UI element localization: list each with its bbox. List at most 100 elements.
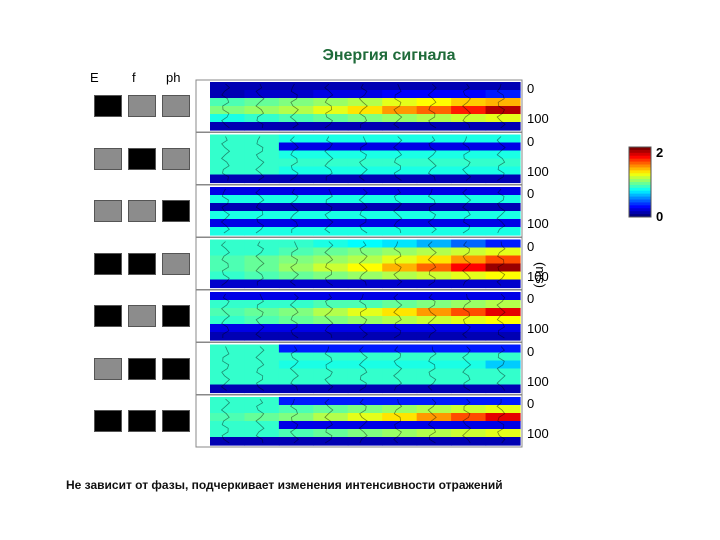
heatmap-cell: [313, 195, 349, 204]
heatmap-cell: [382, 187, 418, 196]
heatmap-cell: [485, 279, 521, 289]
heatmap-cell: [382, 122, 418, 131]
heatmap-cell: [244, 292, 280, 301]
heatmap-cell: [485, 405, 521, 414]
heatmap-cell: [347, 82, 383, 91]
heatmap-cell: [347, 255, 383, 265]
seismic-trace: [427, 188, 437, 234]
heatmap-cell: [313, 134, 349, 144]
y-tick-label-5-0: 0: [527, 291, 535, 306]
heatmap-cell: [485, 203, 521, 212]
heatmap-cell: [313, 332, 349, 341]
heatmap-cell: [416, 158, 452, 168]
heatmap-cell: [313, 247, 349, 257]
heatmap-cell: [382, 195, 418, 204]
heatmap-cell: [347, 98, 383, 107]
heatmap-cell: [451, 247, 487, 257]
seismic-trace: [324, 293, 334, 339]
heatmap-cell: [382, 82, 418, 91]
heatmap-cell: [485, 316, 521, 325]
heatmap-cell: [278, 98, 314, 107]
attribute-square-6-ph: [162, 357, 190, 380]
heatmap-cell: [244, 405, 280, 414]
heatmap-cell: [451, 352, 487, 362]
heatmap-cell: [485, 227, 521, 236]
heatmap-cell: [244, 263, 280, 273]
heatmap-cell: [382, 271, 418, 281]
heatmap-cell: [451, 174, 487, 184]
y-tick-label-2-100: 100: [527, 163, 549, 179]
heatmap-cell: [313, 174, 349, 184]
heatmap-cell: [416, 239, 452, 249]
seismic-trace: [358, 241, 368, 286]
seismic-trace: [220, 241, 231, 286]
heatmap-cell: [416, 142, 452, 152]
heatmap-cell: [210, 166, 246, 176]
heatmap-cell: [313, 150, 349, 160]
heatmap-cell: [382, 255, 418, 265]
heatmap-cell: [451, 292, 487, 301]
heatmap-cell: [485, 352, 521, 362]
attribute-square-7-ph: [162, 410, 190, 432]
seismic-trace: [289, 83, 299, 129]
seismic-trace: [289, 293, 299, 339]
attribute-square-5-ph: [162, 305, 190, 327]
heatmap-cell: [451, 429, 487, 438]
y-tick-label-4-0: 0: [527, 238, 535, 254]
heatmap-cell: [451, 300, 487, 309]
heatmap-cell: [278, 279, 314, 289]
heatmap-cell: [382, 142, 418, 152]
heatmap-cell: [278, 352, 314, 362]
seismic-trace: [324, 241, 334, 286]
heatmap-cell: [451, 227, 487, 236]
heatmap-cell: [382, 360, 418, 370]
heatmap-cell: [313, 271, 349, 281]
heatmap-cell: [278, 292, 314, 301]
heatmap-cell: [382, 308, 418, 317]
seismic-trace: [496, 136, 506, 181]
heatmap-cell: [347, 263, 383, 273]
heatmap-cell: [278, 239, 314, 249]
heatmap-cell: [244, 360, 280, 370]
seismic-trace: [393, 398, 403, 444]
heatmap-cell: [244, 122, 280, 131]
heatmap-cell: [382, 384, 418, 394]
heatmap-cell: [416, 308, 452, 317]
heatmap-cell: [244, 368, 280, 378]
seismic-trace: [220, 188, 231, 234]
heatmap-cell: [210, 122, 246, 131]
heatmap-cell: [278, 122, 314, 131]
colorbar-segment: [629, 214, 651, 218]
heatmap-cell: [382, 114, 418, 123]
heatmap-cell: [347, 376, 383, 386]
heatmap-cell: [382, 300, 418, 309]
heatmap-cell: [244, 255, 280, 265]
heatmap-cell: [347, 292, 383, 301]
heatmap-cell: [278, 90, 314, 99]
heatmap-cell: [210, 292, 246, 301]
heatmap-cell: [347, 271, 383, 281]
heatmap-cell: [278, 187, 314, 196]
heatmap-cell: [416, 219, 452, 228]
y-tick-label-4-100: 100: [527, 268, 549, 284]
attribute-square-3-ph: [162, 200, 190, 222]
colorbar-segment: [629, 149, 651, 154]
heatmap-cell: [416, 300, 452, 309]
heatmap-cell: [244, 352, 280, 362]
heatmap-cell: [278, 174, 314, 184]
seismic-trace: [427, 293, 437, 339]
heatmap-cell: [313, 437, 349, 446]
heatmap-cell: [347, 344, 383, 354]
heatmap-cell: [278, 195, 314, 204]
heatmap-cell: [210, 158, 246, 168]
heatmap-cell: [313, 413, 349, 422]
heatmap-cell: [210, 324, 246, 333]
heatmap-cell: [347, 413, 383, 422]
heatmap-cell: [451, 90, 487, 99]
heatmap-cell: [485, 437, 521, 446]
y-tick-label-7-0: 0: [527, 396, 535, 411]
seismic-trace: [324, 346, 334, 391]
heatmap-cell: [451, 211, 487, 220]
heatmap-cell: [313, 263, 349, 273]
heatmap-cell: [244, 219, 280, 228]
